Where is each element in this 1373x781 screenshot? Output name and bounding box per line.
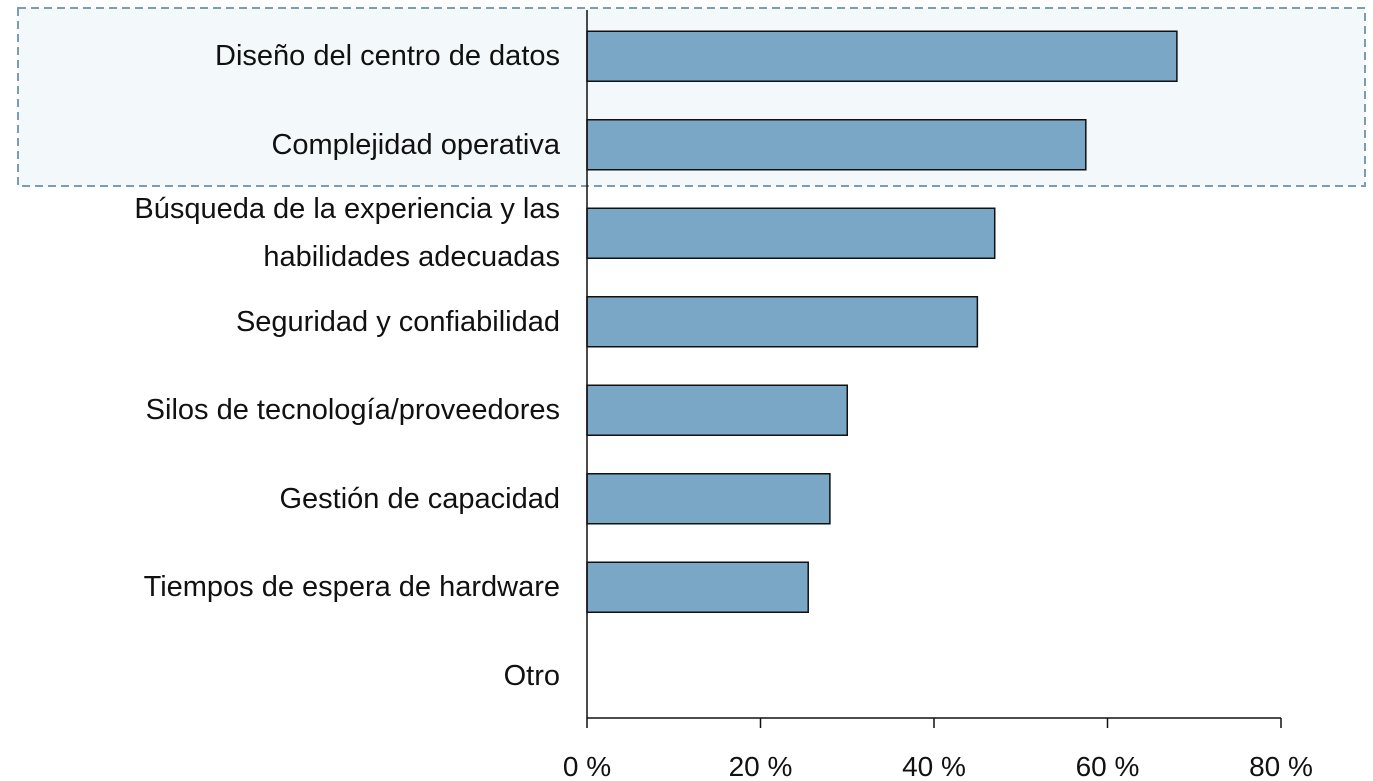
category-label: Silos de tecnología/proveedores: [145, 394, 560, 427]
bar: [586, 119, 1087, 171]
category-label: Seguridad y confiabilidad: [235, 305, 560, 338]
bar: [586, 473, 831, 525]
category-label: Diseño del centro de datos: [215, 40, 560, 73]
x-tick-label: 20 %: [729, 751, 793, 781]
x-tick-label: 80 %: [1249, 751, 1313, 781]
x-tick-label: 0 %: [563, 751, 611, 781]
category-label: Gestión de capacidad: [279, 482, 560, 515]
category-label: Tiempos de espera de hardware: [143, 571, 560, 604]
category-label: Búsqueda de la experiencia y las habilid…: [134, 193, 560, 274]
bar: [586, 561, 809, 613]
bar: [586, 30, 1178, 82]
bar: [586, 296, 979, 348]
x-tick-label: 40 %: [902, 751, 966, 781]
bar: [586, 384, 848, 436]
category-label: Complejidad operativa: [271, 128, 560, 161]
bar: [586, 207, 996, 259]
category-label: Otro: [503, 659, 560, 692]
x-tick-label: 60 %: [1076, 751, 1140, 781]
